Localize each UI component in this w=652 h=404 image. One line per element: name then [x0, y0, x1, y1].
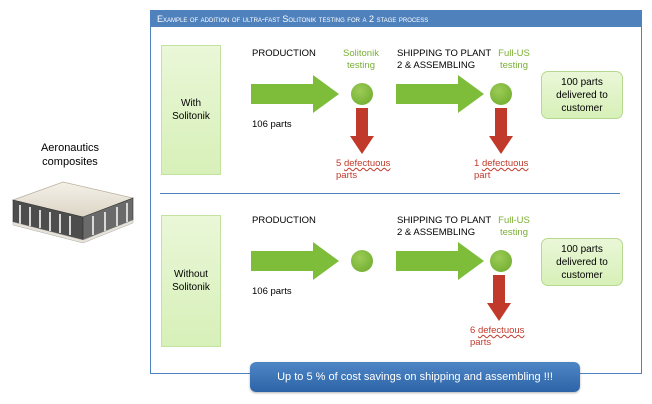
- full-us-testing-label: Full-US testing: [498, 215, 530, 238]
- composite-title: Aeronautics composites: [40, 142, 100, 168]
- composite-panel-illustration: [11, 181, 135, 244]
- result-box: 100 parts delivered to customer: [541, 238, 623, 286]
- defect-label: 5 defectuous parts: [336, 158, 391, 181]
- stage-box-without: Without Solitonik: [161, 215, 221, 347]
- stage-box-with: With Solitonik: [161, 45, 221, 175]
- panel-title: Example of addition of ultra-fast Solito…: [151, 11, 641, 27]
- full-us-test-node: [490, 250, 512, 272]
- process-node: [351, 250, 373, 272]
- shipping-arrow: [396, 75, 484, 113]
- row-divider: [160, 193, 620, 194]
- defect-arrow: [350, 108, 374, 154]
- full-us-testing-label: Full-US testing: [498, 48, 530, 71]
- shipping-label: SHIPPING TO PLANT 2 & ASSEMBLING: [397, 48, 492, 71]
- production-label: PRODUCTION: [252, 215, 316, 226]
- result-box: 100 parts delivered to customer: [541, 71, 623, 119]
- production-label: PRODUCTION: [252, 48, 316, 59]
- full-us-test-node: [490, 83, 512, 105]
- process-panel: Example of addition of ultra-fast Solito…: [150, 10, 642, 374]
- shipping-label: SHIPPING TO PLANT 2 & ASSEMBLING: [397, 215, 492, 238]
- parts-label: 106 parts: [252, 286, 292, 297]
- defect-arrow: [487, 275, 511, 321]
- savings-banner: Up to 5 % of cost savings on shipping an…: [250, 362, 580, 392]
- shipping-arrow: [396, 242, 484, 280]
- defect-label: 1 defectuous part: [474, 158, 529, 181]
- production-arrow: [251, 75, 339, 113]
- defect-arrow: [489, 108, 513, 154]
- defect-label: 6 defectuous parts: [470, 325, 525, 348]
- solitonik-test-node: [351, 83, 373, 105]
- production-arrow: [251, 242, 339, 280]
- parts-label: 106 parts: [252, 119, 292, 130]
- solitonik-testing-label: Solitonik testing: [343, 48, 379, 71]
